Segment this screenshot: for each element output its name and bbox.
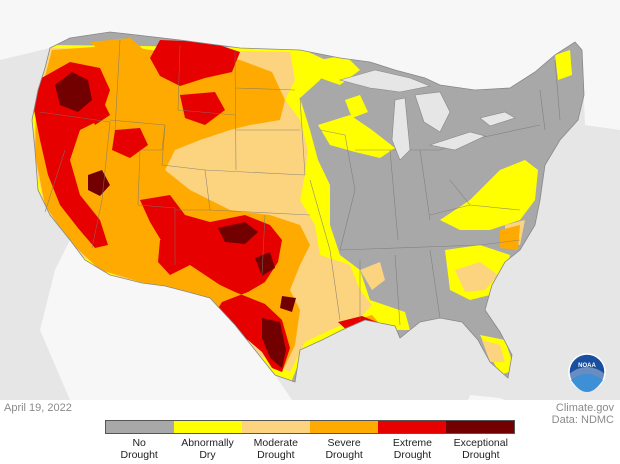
legend-label-line1: Extreme (392, 437, 433, 449)
legend-label-d4: Exceptional Drought (447, 437, 515, 461)
legend-label-line1: Moderate (253, 437, 298, 449)
legend-swatch-d0 (174, 421, 242, 433)
legend-label-line2: Drought (393, 449, 432, 461)
legend-swatch-d1 (242, 421, 310, 433)
legend-label-d3: Extreme Drought (378, 437, 446, 461)
legend-label-line1: No (132, 437, 146, 449)
legend-swatch-none (106, 421, 174, 433)
legend-label-line1: Abnormally (181, 437, 234, 449)
legend-label-d2: Severe Drought (310, 437, 378, 461)
noaa-logo: NOAA (568, 353, 606, 392)
legend-swatch-d2 (310, 421, 378, 433)
credit-data: Data: NDMC (551, 414, 614, 426)
drought-d4-regions (55, 72, 296, 368)
legend-label-line1: Exceptional (453, 437, 508, 449)
legend-label-line2: Drought (325, 449, 363, 461)
legend-label-none: No Drought (105, 437, 173, 461)
legend-label-d1: Moderate Drought (242, 437, 310, 461)
conus-outline (31, 31, 585, 383)
legend-label-d0: Abnormally Dry (173, 437, 241, 461)
noaa-logo-text: NOAA (578, 363, 596, 369)
legend-label-line2: Drought (257, 449, 295, 461)
map-date: April 19, 2022 (4, 402, 72, 414)
legend-swatch-d3 (378, 421, 446, 433)
legend-labels: No Drought Abnormally Dry Moderate Drought … (105, 437, 515, 461)
legend-label-line2: Drought (120, 449, 158, 461)
legend-label-line1: Severe (327, 437, 361, 449)
legend-swatch-d4 (446, 421, 514, 433)
legend-color-bar (105, 420, 515, 434)
legend-label-line2: Dry (199, 449, 216, 461)
state-borders (39, 39, 561, 326)
drought-d3-regions (34, 40, 398, 372)
legend-label-line2: Drought (462, 449, 500, 461)
credit: Climate.gov Data: NDMC (552, 402, 614, 426)
drought-map: NOAA (0, 0, 620, 400)
mexico-land (40, 240, 292, 400)
legend: No Drought Abnormally Dry Moderate Drought … (105, 420, 515, 461)
credit-site: Climate.gov (555, 402, 614, 414)
great-lakes (338, 69, 516, 161)
florida-keys-land (468, 395, 505, 400)
canada-land (0, 0, 620, 130)
